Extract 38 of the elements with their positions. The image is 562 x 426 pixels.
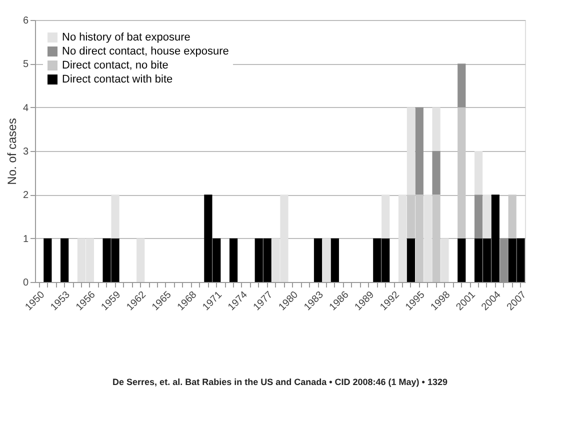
bar [474, 194, 483, 238]
bar [60, 238, 69, 282]
y-tick-label: 1 [22, 234, 29, 245]
bar [432, 107, 440, 151]
bar [458, 107, 466, 238]
bar [432, 194, 440, 282]
legend-label: Direct contact with bite [62, 74, 173, 86]
bar [440, 238, 449, 282]
bar [415, 107, 424, 195]
y-tick-label: 5 [22, 59, 29, 70]
bar [458, 64, 466, 108]
bar [398, 194, 407, 282]
bar [330, 238, 339, 282]
y-tick-label: 4 [22, 102, 29, 114]
bar [482, 194, 492, 238]
bar [314, 238, 322, 282]
legend-label: Direct contact, no bite [62, 60, 168, 72]
bar [382, 194, 390, 238]
bar [432, 151, 440, 195]
bar [424, 194, 432, 282]
bar [111, 194, 120, 238]
bar [458, 238, 466, 282]
bar [44, 238, 52, 282]
text: De Serres, et. al. Bat Rabies in the US and Canada • CID 2008:46 (1 May) • 1329 [112, 377, 448, 387]
y-tick-label: 3 [22, 146, 29, 158]
legend-label: No history of bat exposure [62, 32, 190, 44]
y-tick-label: 2 [22, 190, 29, 202]
y-axis-title: No. of cases [4, 118, 19, 185]
bar [406, 238, 416, 282]
y-tick-label: 0 [22, 278, 29, 288]
y-tick-label: 6 [22, 16, 29, 26]
bar [322, 238, 331, 282]
bar [508, 194, 516, 238]
legend-label: No direct contact, house exposure [62, 46, 229, 58]
bar [474, 151, 483, 195]
bar [229, 238, 238, 282]
bar [136, 238, 145, 282]
bar [406, 107, 416, 195]
